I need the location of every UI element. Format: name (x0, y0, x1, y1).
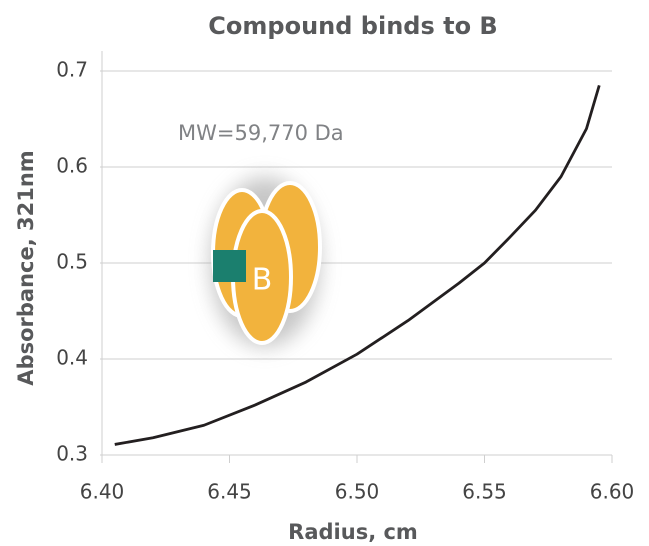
chart-title: Compound binds to B (208, 12, 497, 40)
y-tick-label: 0.4 (56, 346, 88, 370)
x-tick-label: 6.50 (335, 480, 380, 504)
y-tick-label: 0.3 (56, 442, 88, 466)
y-axis-label: Absorbance, 321nm (14, 150, 38, 385)
grid (100, 51, 612, 463)
y-tick-label: 0.5 (56, 250, 88, 274)
x-tick-label: 6.45 (207, 480, 252, 504)
x-axis-label: Radius, cm (288, 520, 418, 544)
annotation: MW=59,770 Da (178, 121, 344, 145)
x-tick-label: 6.40 (80, 480, 125, 504)
y-tick-label: 0.6 (56, 154, 88, 178)
x-tick-label: 6.55 (462, 480, 507, 504)
annotation: B (252, 263, 273, 298)
y-tick-label: 0.7 (56, 58, 88, 82)
chart: Compound binds to B Radius, cm Absorbanc… (0, 0, 649, 546)
x-tick-label: 6.60 (590, 480, 635, 504)
